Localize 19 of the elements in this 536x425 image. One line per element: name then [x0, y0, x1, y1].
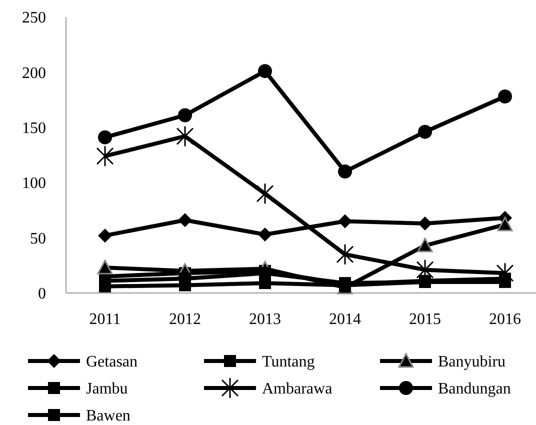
y-tick-label: 0: [38, 286, 46, 303]
legend-label: Jambu: [86, 380, 128, 398]
y-tick-label: 100: [22, 175, 46, 192]
x-tick-label: 2011: [89, 311, 121, 328]
legend-label: Ambarawa: [262, 380, 332, 398]
legend-label: Banyubiru: [438, 354, 506, 371]
legend-label: Bawen: [86, 408, 130, 425]
y-tick-label: 50: [30, 230, 46, 248]
x-tick-label: 2015: [409, 311, 441, 328]
x-tick-label: 2014: [329, 311, 361, 328]
x-tick-label: 2012: [169, 311, 201, 328]
legend-label: Bandungan: [438, 380, 511, 398]
legend-label: Tuntang: [262, 354, 315, 371]
x-tick-label: 2013: [249, 311, 281, 328]
legend-label: Getasan: [86, 354, 138, 371]
y-tick-label: 150: [22, 120, 46, 137]
y-tick-label: 250: [22, 10, 46, 27]
x-tick-label: 2016: [489, 311, 521, 328]
y-tick-label: 200: [22, 64, 46, 82]
